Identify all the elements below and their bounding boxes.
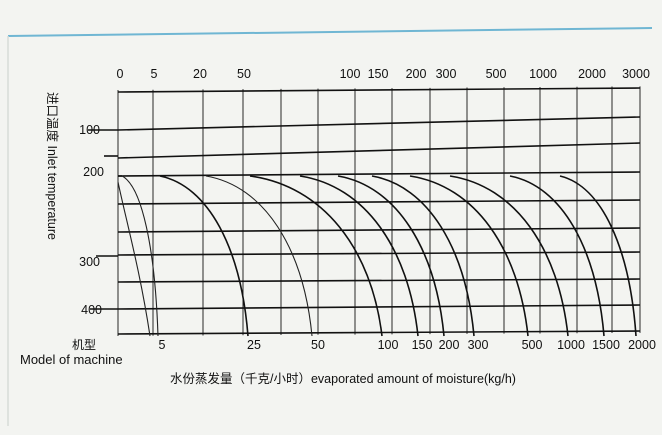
curve-model-5 <box>121 175 159 337</box>
top-tick-label-150: 150 <box>368 67 389 81</box>
grid-hline-9 <box>117 330 641 335</box>
curve-model-100 <box>249 175 383 337</box>
top-tick-label-20: 20 <box>193 67 207 81</box>
curves-layer <box>117 175 637 337</box>
top-tick-label-5: 5 <box>151 67 158 81</box>
curve-model-150 <box>299 175 419 337</box>
model-label-cn: 机型 <box>72 338 96 352</box>
x-axis-title: 水份蒸发量（千克/小时）evaporated amount of moistur… <box>170 371 516 386</box>
bottom-tick-label-50: 50 <box>311 338 325 352</box>
curve-model-1000 <box>449 175 569 337</box>
curve-left-edge <box>117 181 151 337</box>
curve-model-200 <box>337 175 445 337</box>
curve-model-25 <box>159 175 249 337</box>
frame-top-border <box>7 27 653 37</box>
bottom-tick-label-150: 150 <box>412 338 433 352</box>
y-tick-label-400: 400 <box>81 303 102 317</box>
top-tick-label-0: 0 <box>117 67 124 81</box>
bottom-tick-label-300: 300 <box>468 338 489 352</box>
grid-hline-2 <box>117 142 641 159</box>
curve-model-500 <box>409 175 529 337</box>
bottom-tick-label-500: 500 <box>522 338 543 352</box>
y-tick-label-200: 200 <box>83 165 104 179</box>
y-tick-label-300: 300 <box>79 255 100 269</box>
grid-hline-8 <box>117 304 641 310</box>
bottom-tick-label-5: 5 <box>159 338 166 352</box>
grid-hline-1 <box>117 116 641 131</box>
top-tick-label-500: 500 <box>486 67 507 81</box>
bottom-tick-label-1500: 1500 <box>592 338 620 352</box>
curve-model-1500 <box>509 175 605 337</box>
bottom-tick-label-1000: 1000 <box>557 338 585 352</box>
top-tick-label-2000: 2000 <box>578 67 606 81</box>
top-tick-label-1000: 1000 <box>529 67 557 81</box>
grid-hline-6 <box>117 251 641 256</box>
grid-layer <box>88 86 641 336</box>
y-tick-label-100: 100 <box>79 123 100 137</box>
top-tick-label-50: 50 <box>237 67 251 81</box>
bottom-tick-label-25: 25 <box>247 338 261 352</box>
bottom-tick-label-2000: 2000 <box>628 338 656 352</box>
grid-hline-3 <box>117 171 641 177</box>
top-tick-label-3000: 3000 <box>622 67 650 81</box>
curve-model-300 <box>371 175 475 337</box>
tick-labels-layer: 0 5 20 50 100 150 200 300 500 1000 2000 3000 100 200 3… <box>79 67 656 352</box>
curve-model-50 <box>205 175 313 337</box>
top-tick-label-300: 300 <box>436 67 457 81</box>
grid-hline-5 <box>117 227 641 233</box>
grid-hline-7 <box>117 278 641 283</box>
grid-hline-0 <box>117 87 641 93</box>
model-label-en: Model of machine <box>20 352 123 367</box>
y-axis-title: 进口温度 Inlet temperature <box>45 92 60 240</box>
grid-hline-4 <box>117 199 641 205</box>
top-tick-label-200: 200 <box>406 67 427 81</box>
top-tick-label-100: 100 <box>340 67 361 81</box>
curve-model-2000 <box>559 175 637 337</box>
bottom-tick-label-200: 200 <box>439 338 460 352</box>
bottom-tick-label-100: 100 <box>378 338 399 352</box>
